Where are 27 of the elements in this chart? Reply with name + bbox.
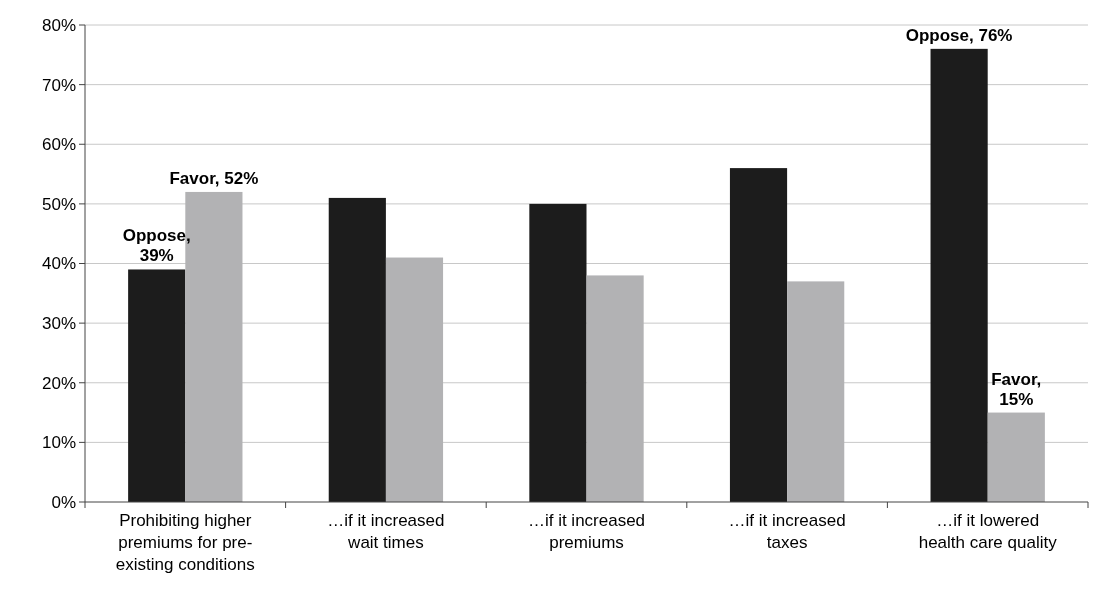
bar — [128, 269, 186, 502]
bar — [729, 168, 788, 502]
data-label: Oppose, 76% — [905, 25, 1013, 45]
y-tick-label: 50% — [41, 194, 76, 214]
y-tick-label: 80% — [41, 15, 76, 35]
bar — [529, 203, 587, 502]
data-label: Favor, 15% — [991, 369, 1042, 409]
y-tick-label: 20% — [41, 373, 76, 393]
bar — [586, 275, 644, 502]
x-tick-label: …if it increased taxes — [728, 511, 846, 552]
x-tick-label: Prohibiting higher premiums for pre-existing conditions — [115, 511, 255, 574]
data-label: Oppose, 39% — [122, 226, 191, 266]
y-tick-label: 60% — [41, 135, 76, 155]
x-tick-label: …if it lowered health care quality — [918, 511, 1058, 552]
y-tick-label: 30% — [41, 314, 76, 334]
bar — [385, 257, 444, 502]
y-tick-label: 70% — [41, 75, 76, 95]
bar — [787, 281, 845, 502]
bar — [930, 48, 988, 502]
x-tick-label: …if it increased wait times — [327, 511, 445, 552]
bar — [328, 197, 386, 502]
y-tick-label: 40% — [41, 254, 76, 274]
x-tick-label: …if it increased premiums — [527, 511, 646, 552]
bar — [987, 412, 1045, 502]
y-tick-label: 0% — [51, 492, 76, 512]
y-tick-label: 10% — [41, 433, 76, 453]
data-label: Favor, 52% — [169, 168, 259, 188]
